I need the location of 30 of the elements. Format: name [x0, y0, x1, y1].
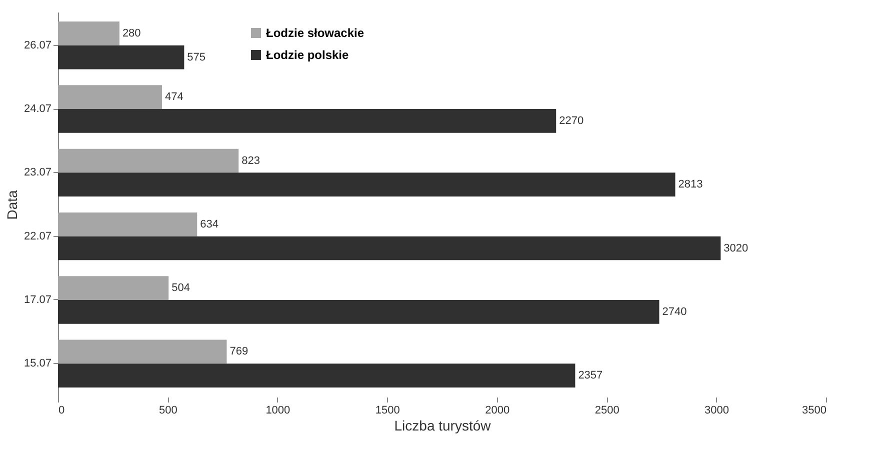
x-axis-title: Liczba turystów — [394, 418, 492, 434]
legend-label: Łodzie słowackie — [266, 26, 364, 40]
data-label: 2270 — [559, 114, 584, 127]
x-tick-label: 3000 — [704, 404, 730, 416]
data-label: 280 — [122, 27, 141, 40]
y-axis-title: Data — [4, 190, 20, 220]
data-label: 769 — [230, 346, 248, 358]
data-label: 2813 — [678, 178, 703, 191]
y-tick-label: 22.07 — [24, 230, 52, 242]
y-tick-label: 26.07 — [24, 39, 52, 52]
legend-label: Łodzie polskie — [266, 48, 350, 62]
data-label: 504 — [172, 282, 190, 294]
data-label: 2357 — [578, 370, 603, 382]
x-tick-label: 500 — [159, 404, 178, 416]
x-tick-label: 1500 — [375, 404, 400, 416]
data-label: 634 — [200, 218, 218, 230]
y-tick-label: 24.07 — [24, 103, 52, 116]
x-tick-label: 2000 — [485, 404, 510, 416]
y-tick-label: 15.07 — [24, 358, 52, 370]
y-tick-label: 23.07 — [24, 166, 52, 179]
x-tick-label: 0 — [58, 404, 65, 416]
data-label: 474 — [165, 91, 184, 104]
x-tick-label: 3500 — [802, 404, 826, 416]
data-label: 823 — [242, 154, 260, 167]
data-label: 575 — [187, 51, 206, 64]
x-tick-label: 1000 — [266, 404, 290, 416]
data-label: 2740 — [662, 306, 687, 318]
data-label: 3020 — [724, 242, 748, 254]
x-tick-label: 2500 — [594, 404, 620, 416]
y-tick-label: 17.07 — [24, 294, 52, 306]
